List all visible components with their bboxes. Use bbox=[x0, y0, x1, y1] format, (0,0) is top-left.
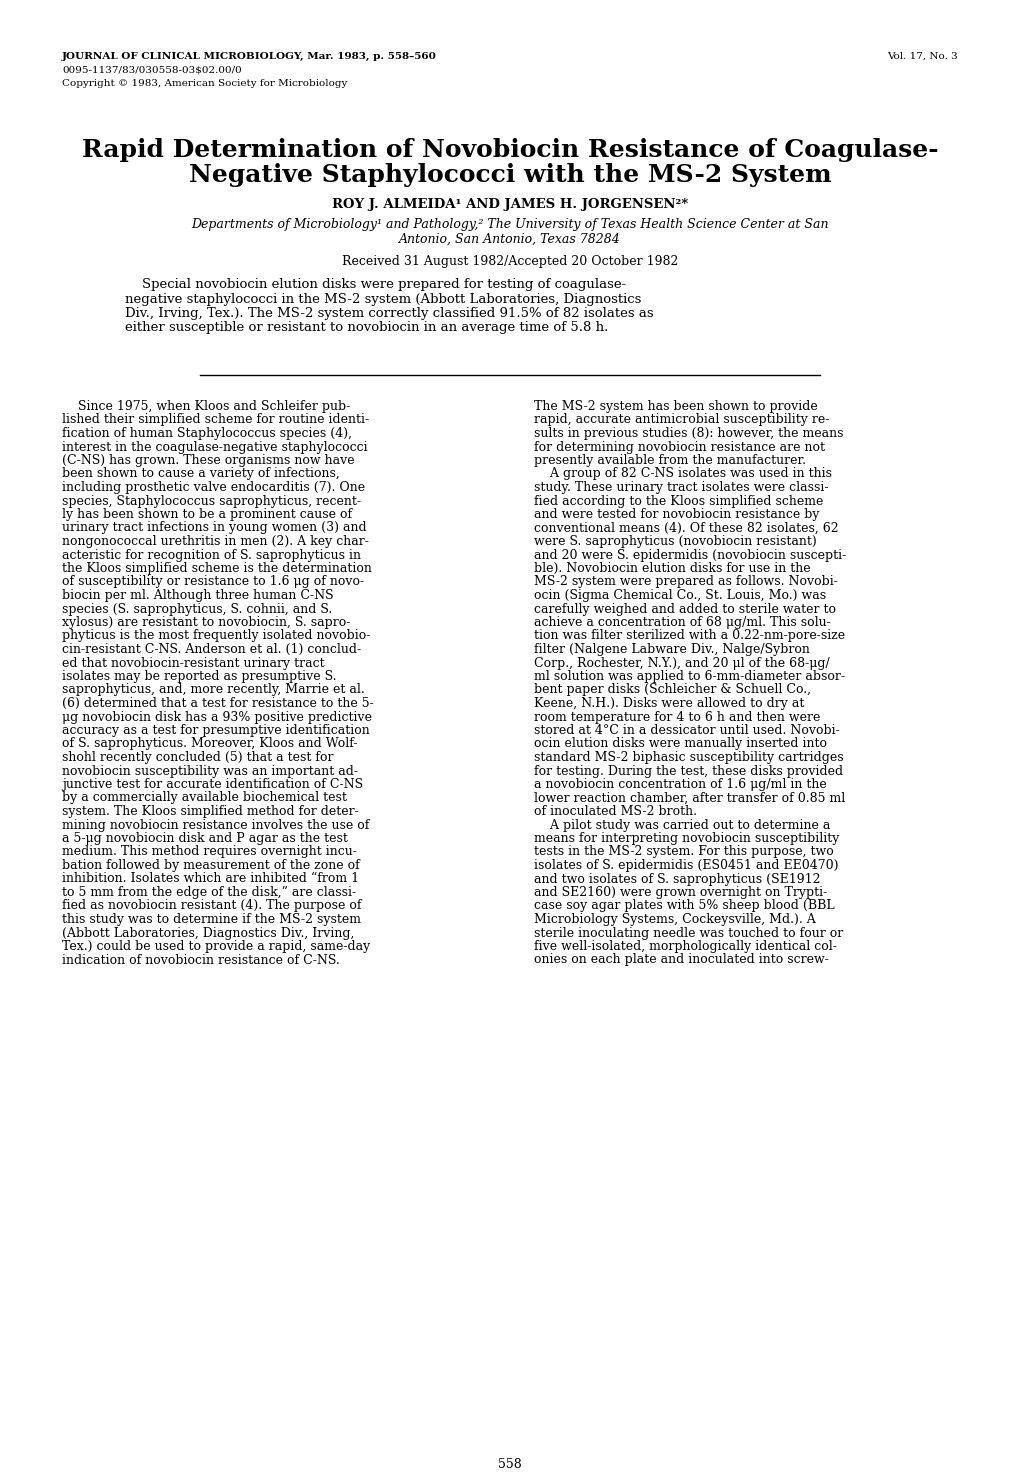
Text: The MS-2 system has been shown to provide: The MS-2 system has been shown to provid… bbox=[534, 401, 817, 413]
Text: conventional means (4). Of these 82 isolates, 62: conventional means (4). Of these 82 isol… bbox=[534, 521, 838, 534]
Text: JOURNAL OF CLINICAL MICROBIOLOGY, Mar. 1983, p. 558–560: JOURNAL OF CLINICAL MICROBIOLOGY, Mar. 1… bbox=[62, 52, 436, 61]
Text: A pilot study was carried out to determine a: A pilot study was carried out to determi… bbox=[534, 819, 829, 831]
Text: system. The Kloos simplified method for deter-: system. The Kloos simplified method for … bbox=[62, 804, 359, 818]
Text: Antonio, San Antonio, Texas 78284: Antonio, San Antonio, Texas 78284 bbox=[398, 233, 621, 246]
Text: stored at 4°C in a dessicator until used. Novobi-: stored at 4°C in a dessicator until used… bbox=[534, 724, 839, 738]
Text: and two isolates of S. saprophyticus (SE1912: and two isolates of S. saprophyticus (SE… bbox=[534, 873, 819, 886]
Text: ed that novobiocin-resistant urinary tract: ed that novobiocin-resistant urinary tra… bbox=[62, 656, 324, 669]
Text: filter (Nalgene Labware Div., Nalge/Sybron: filter (Nalgene Labware Div., Nalge/Sybr… bbox=[534, 643, 809, 656]
Text: mining novobiocin resistance involves the use of: mining novobiocin resistance involves th… bbox=[62, 819, 369, 831]
Text: fication of human Staphylococcus species (4),: fication of human Staphylococcus species… bbox=[62, 427, 352, 439]
Text: Microbiology Systems, Cockeysville, Md.). A: Microbiology Systems, Cockeysville, Md.)… bbox=[534, 913, 815, 926]
Text: species, Staphylococcus saprophyticus, recent-: species, Staphylococcus saprophyticus, r… bbox=[62, 494, 361, 508]
Text: onies on each plate and inoculated into screw-: onies on each plate and inoculated into … bbox=[534, 954, 828, 966]
Text: Since 1975, when Kloos and Schleifer pub-: Since 1975, when Kloos and Schleifer pub… bbox=[62, 401, 350, 413]
Text: sterile inoculating needle was touched to four or: sterile inoculating needle was touched t… bbox=[534, 926, 843, 939]
Text: ble). Novobiocin elution disks for use in the: ble). Novobiocin elution disks for use i… bbox=[534, 562, 810, 574]
Text: interest in the coagulase-negative staphylococci: interest in the coagulase-negative staph… bbox=[62, 441, 367, 454]
Text: case soy agar plates with 5% sheep blood (BBL: case soy agar plates with 5% sheep blood… bbox=[534, 899, 834, 913]
Text: to 5 mm from the edge of the disk,” are classi-: to 5 mm from the edge of the disk,” are … bbox=[62, 886, 356, 899]
Text: by a commercially available biochemical test: by a commercially available biochemical … bbox=[62, 791, 346, 804]
Text: bent paper disks (Schleicher & Schuell Co.,: bent paper disks (Schleicher & Schuell C… bbox=[534, 684, 810, 696]
Text: for determining novobiocin resistance are not: for determining novobiocin resistance ar… bbox=[534, 441, 824, 454]
Text: Div., Irving, Tex.). The MS-2 system correctly classified 91.5% of 82 isolates a: Div., Irving, Tex.). The MS-2 system cor… bbox=[125, 307, 653, 321]
Text: saprophyticus, and, more recently, Marrie et al.: saprophyticus, and, more recently, Marri… bbox=[62, 684, 365, 696]
Text: study. These urinary tract isolates were classi-: study. These urinary tract isolates were… bbox=[534, 481, 827, 494]
Text: Departments of Microbiology¹ and Pathology,² The University of Texas Health Scie: Departments of Microbiology¹ and Patholo… bbox=[191, 218, 828, 232]
Text: lished their simplified scheme for routine identi-: lished their simplified scheme for routi… bbox=[62, 414, 369, 426]
Text: lower reaction chamber, after transfer of 0.85 ml: lower reaction chamber, after transfer o… bbox=[534, 791, 845, 804]
Text: ocin elution disks were manually inserted into: ocin elution disks were manually inserte… bbox=[534, 738, 826, 751]
Text: nongonococcal urethritis in men (2). A key char-: nongonococcal urethritis in men (2). A k… bbox=[62, 536, 369, 548]
Text: isolates of S. epidermidis (ES0451 and EE0470): isolates of S. epidermidis (ES0451 and E… bbox=[534, 859, 838, 873]
Text: a novobiocin concentration of 1.6 μg/ml in the: a novobiocin concentration of 1.6 μg/ml … bbox=[534, 778, 826, 791]
Text: (C-NS) has grown. These organisms now have: (C-NS) has grown. These organisms now ha… bbox=[62, 454, 355, 467]
Text: junctive test for accurate identification of C-NS: junctive test for accurate identificatio… bbox=[62, 778, 363, 791]
Text: ml solution was applied to 6-mm-diameter absor-: ml solution was applied to 6-mm-diameter… bbox=[534, 669, 844, 683]
Text: ROY J. ALMEIDA¹ AND JAMES H. JORGENSEN²*: ROY J. ALMEIDA¹ AND JAMES H. JORGENSEN²* bbox=[331, 197, 688, 211]
Text: standard MS-2 biphasic susceptibility cartridges: standard MS-2 biphasic susceptibility ca… bbox=[534, 751, 843, 764]
Text: biocin per ml. Although three human C-NS: biocin per ml. Although three human C-NS bbox=[62, 589, 333, 603]
Text: five well-isolated, morphologically identical col-: five well-isolated, morphologically iden… bbox=[534, 939, 836, 953]
Text: (6) determined that a test for resistance to the 5-: (6) determined that a test for resistanc… bbox=[62, 697, 373, 709]
Text: Keene, N.H.). Disks were allowed to dry at: Keene, N.H.). Disks were allowed to dry … bbox=[534, 697, 804, 709]
Text: ly has been shown to be a prominent cause of: ly has been shown to be a prominent caus… bbox=[62, 508, 352, 521]
Text: (Abbott Laboratories, Diagnostics Div., Irving,: (Abbott Laboratories, Diagnostics Div., … bbox=[62, 926, 354, 939]
Text: Tex.) could be used to provide a rapid, same-day: Tex.) could be used to provide a rapid, … bbox=[62, 939, 370, 953]
Text: Negative Staphylococci with the MS-2 System: Negative Staphylococci with the MS-2 Sys… bbox=[189, 163, 830, 187]
Text: Vol. 17, No. 3: Vol. 17, No. 3 bbox=[887, 52, 957, 61]
Text: indication of novobiocin resistance of C-NS.: indication of novobiocin resistance of C… bbox=[62, 954, 339, 966]
Text: Received 31 August 1982/Accepted 20 October 1982: Received 31 August 1982/Accepted 20 Octo… bbox=[341, 255, 678, 269]
Text: of inoculated MS-2 broth.: of inoculated MS-2 broth. bbox=[534, 804, 696, 818]
Text: novobiocin susceptibility was an important ad-: novobiocin susceptibility was an importa… bbox=[62, 764, 358, 778]
Text: and SE2160) were grown overnight on Trypti-: and SE2160) were grown overnight on Tryp… bbox=[534, 886, 826, 899]
Text: shohl recently concluded (5) that a test for: shohl recently concluded (5) that a test… bbox=[62, 751, 333, 764]
Text: bation followed by measurement of the zone of: bation followed by measurement of the zo… bbox=[62, 859, 360, 873]
Text: isolates may be reported as presumptive S.: isolates may be reported as presumptive … bbox=[62, 669, 336, 683]
Text: tests in the MS-2 system. For this purpose, two: tests in the MS-2 system. For this purpo… bbox=[534, 846, 833, 859]
Text: presently available from the manufacturer.: presently available from the manufacture… bbox=[534, 454, 805, 467]
Text: Special novobiocin elution disks were prepared for testing of coagulase-: Special novobiocin elution disks were pr… bbox=[125, 278, 626, 291]
Text: ocin (Sigma Chemical Co., St. Louis, Mo.) was: ocin (Sigma Chemical Co., St. Louis, Mo.… bbox=[534, 589, 825, 603]
Text: been shown to cause a variety of infections,: been shown to cause a variety of infecti… bbox=[62, 467, 339, 481]
Text: room temperature for 4 to 6 h and then were: room temperature for 4 to 6 h and then w… bbox=[534, 711, 819, 724]
Text: achieve a concentration of 68 μg/ml. This solu-: achieve a concentration of 68 μg/ml. Thi… bbox=[534, 616, 829, 629]
Text: species (S. saprophyticus, S. cohnii, and S.: species (S. saprophyticus, S. cohnii, an… bbox=[62, 603, 332, 616]
Text: cin-resistant C-NS. Anderson et al. (1) conclud-: cin-resistant C-NS. Anderson et al. (1) … bbox=[62, 643, 361, 656]
Text: accuracy as a test for presumptive identification: accuracy as a test for presumptive ident… bbox=[62, 724, 370, 738]
Text: phyticus is the most frequently isolated novobio-: phyticus is the most frequently isolated… bbox=[62, 629, 370, 643]
Text: including prosthetic valve endocarditis (7). One: including prosthetic valve endocarditis … bbox=[62, 481, 365, 494]
Text: of S. saprophyticus. Moreover, Kloos and Wolf-: of S. saprophyticus. Moreover, Kloos and… bbox=[62, 738, 357, 751]
Text: of susceptibility or resistance to 1.6 μg of novo-: of susceptibility or resistance to 1.6 μ… bbox=[62, 576, 364, 589]
Text: urinary tract infections in young women (3) and: urinary tract infections in young women … bbox=[62, 521, 366, 534]
Text: Rapid Determination of Novobiocin Resistance of Coagulase-: Rapid Determination of Novobiocin Resist… bbox=[82, 138, 937, 162]
Text: MS-2 system were prepared as follows. Novobi-: MS-2 system were prepared as follows. No… bbox=[534, 576, 837, 589]
Text: μg novobiocin disk has a 93% positive predictive: μg novobiocin disk has a 93% positive pr… bbox=[62, 711, 372, 724]
Text: a 5-μg novobiocin disk and P agar as the test: a 5-μg novobiocin disk and P agar as the… bbox=[62, 833, 347, 844]
Text: tion was filter sterilized with a 0.22-nm-pore-size: tion was filter sterilized with a 0.22-n… bbox=[534, 629, 845, 643]
Text: A group of 82 C-NS isolates was used in this: A group of 82 C-NS isolates was used in … bbox=[534, 467, 832, 481]
Text: 0095-1137/83/030558-03$02.00/0: 0095-1137/83/030558-03$02.00/0 bbox=[62, 65, 242, 76]
Text: 558: 558 bbox=[497, 1457, 522, 1471]
Text: and 20 were S. epidermidis (novobiocin suscepti-: and 20 were S. epidermidis (novobiocin s… bbox=[534, 549, 846, 561]
Text: acteristic for recognition of S. saprophyticus in: acteristic for recognition of S. saproph… bbox=[62, 549, 361, 561]
Text: Corp., Rochester, N.Y.), and 20 μl of the 68-μg/: Corp., Rochester, N.Y.), and 20 μl of th… bbox=[534, 656, 828, 669]
Text: inhibition. Isolates which are inhibited “from 1: inhibition. Isolates which are inhibited… bbox=[62, 873, 359, 886]
Text: negative staphylococci in the MS-2 system (Abbott Laboratories, Diagnostics: negative staphylococci in the MS-2 syste… bbox=[125, 292, 641, 306]
Text: were S. saprophyticus (novobiocin resistant): were S. saprophyticus (novobiocin resist… bbox=[534, 536, 816, 548]
Text: xylosus) are resistant to novobiocin, S. sapro-: xylosus) are resistant to novobiocin, S.… bbox=[62, 616, 351, 629]
Text: Copyright © 1983, American Society for Microbiology: Copyright © 1983, American Society for M… bbox=[62, 79, 347, 88]
Text: carefully weighed and added to sterile water to: carefully weighed and added to sterile w… bbox=[534, 603, 836, 616]
Text: either susceptible or resistant to novobiocin in an average time of 5.8 h.: either susceptible or resistant to novob… bbox=[125, 322, 607, 334]
Text: sults in previous studies (8): however, the means: sults in previous studies (8): however, … bbox=[534, 427, 843, 439]
Text: the Kloos simplified scheme is the determination: the Kloos simplified scheme is the deter… bbox=[62, 562, 372, 574]
Text: rapid, accurate antimicrobial susceptibility re-: rapid, accurate antimicrobial susceptibi… bbox=[534, 414, 828, 426]
Text: means for interpreting novobiocin susceptibility: means for interpreting novobiocin suscep… bbox=[534, 833, 839, 844]
Text: this study was to determine if the MS-2 system: this study was to determine if the MS-2 … bbox=[62, 913, 361, 926]
Text: fied as novobiocin resistant (4). The purpose of: fied as novobiocin resistant (4). The pu… bbox=[62, 899, 361, 913]
Text: medium. This method requires overnight incu-: medium. This method requires overnight i… bbox=[62, 846, 357, 859]
Text: and were tested for novobiocin resistance by: and were tested for novobiocin resistanc… bbox=[534, 508, 818, 521]
Text: for testing. During the test, these disks provided: for testing. During the test, these disk… bbox=[534, 764, 843, 778]
Text: fied according to the Kloos simplified scheme: fied according to the Kloos simplified s… bbox=[534, 494, 822, 508]
